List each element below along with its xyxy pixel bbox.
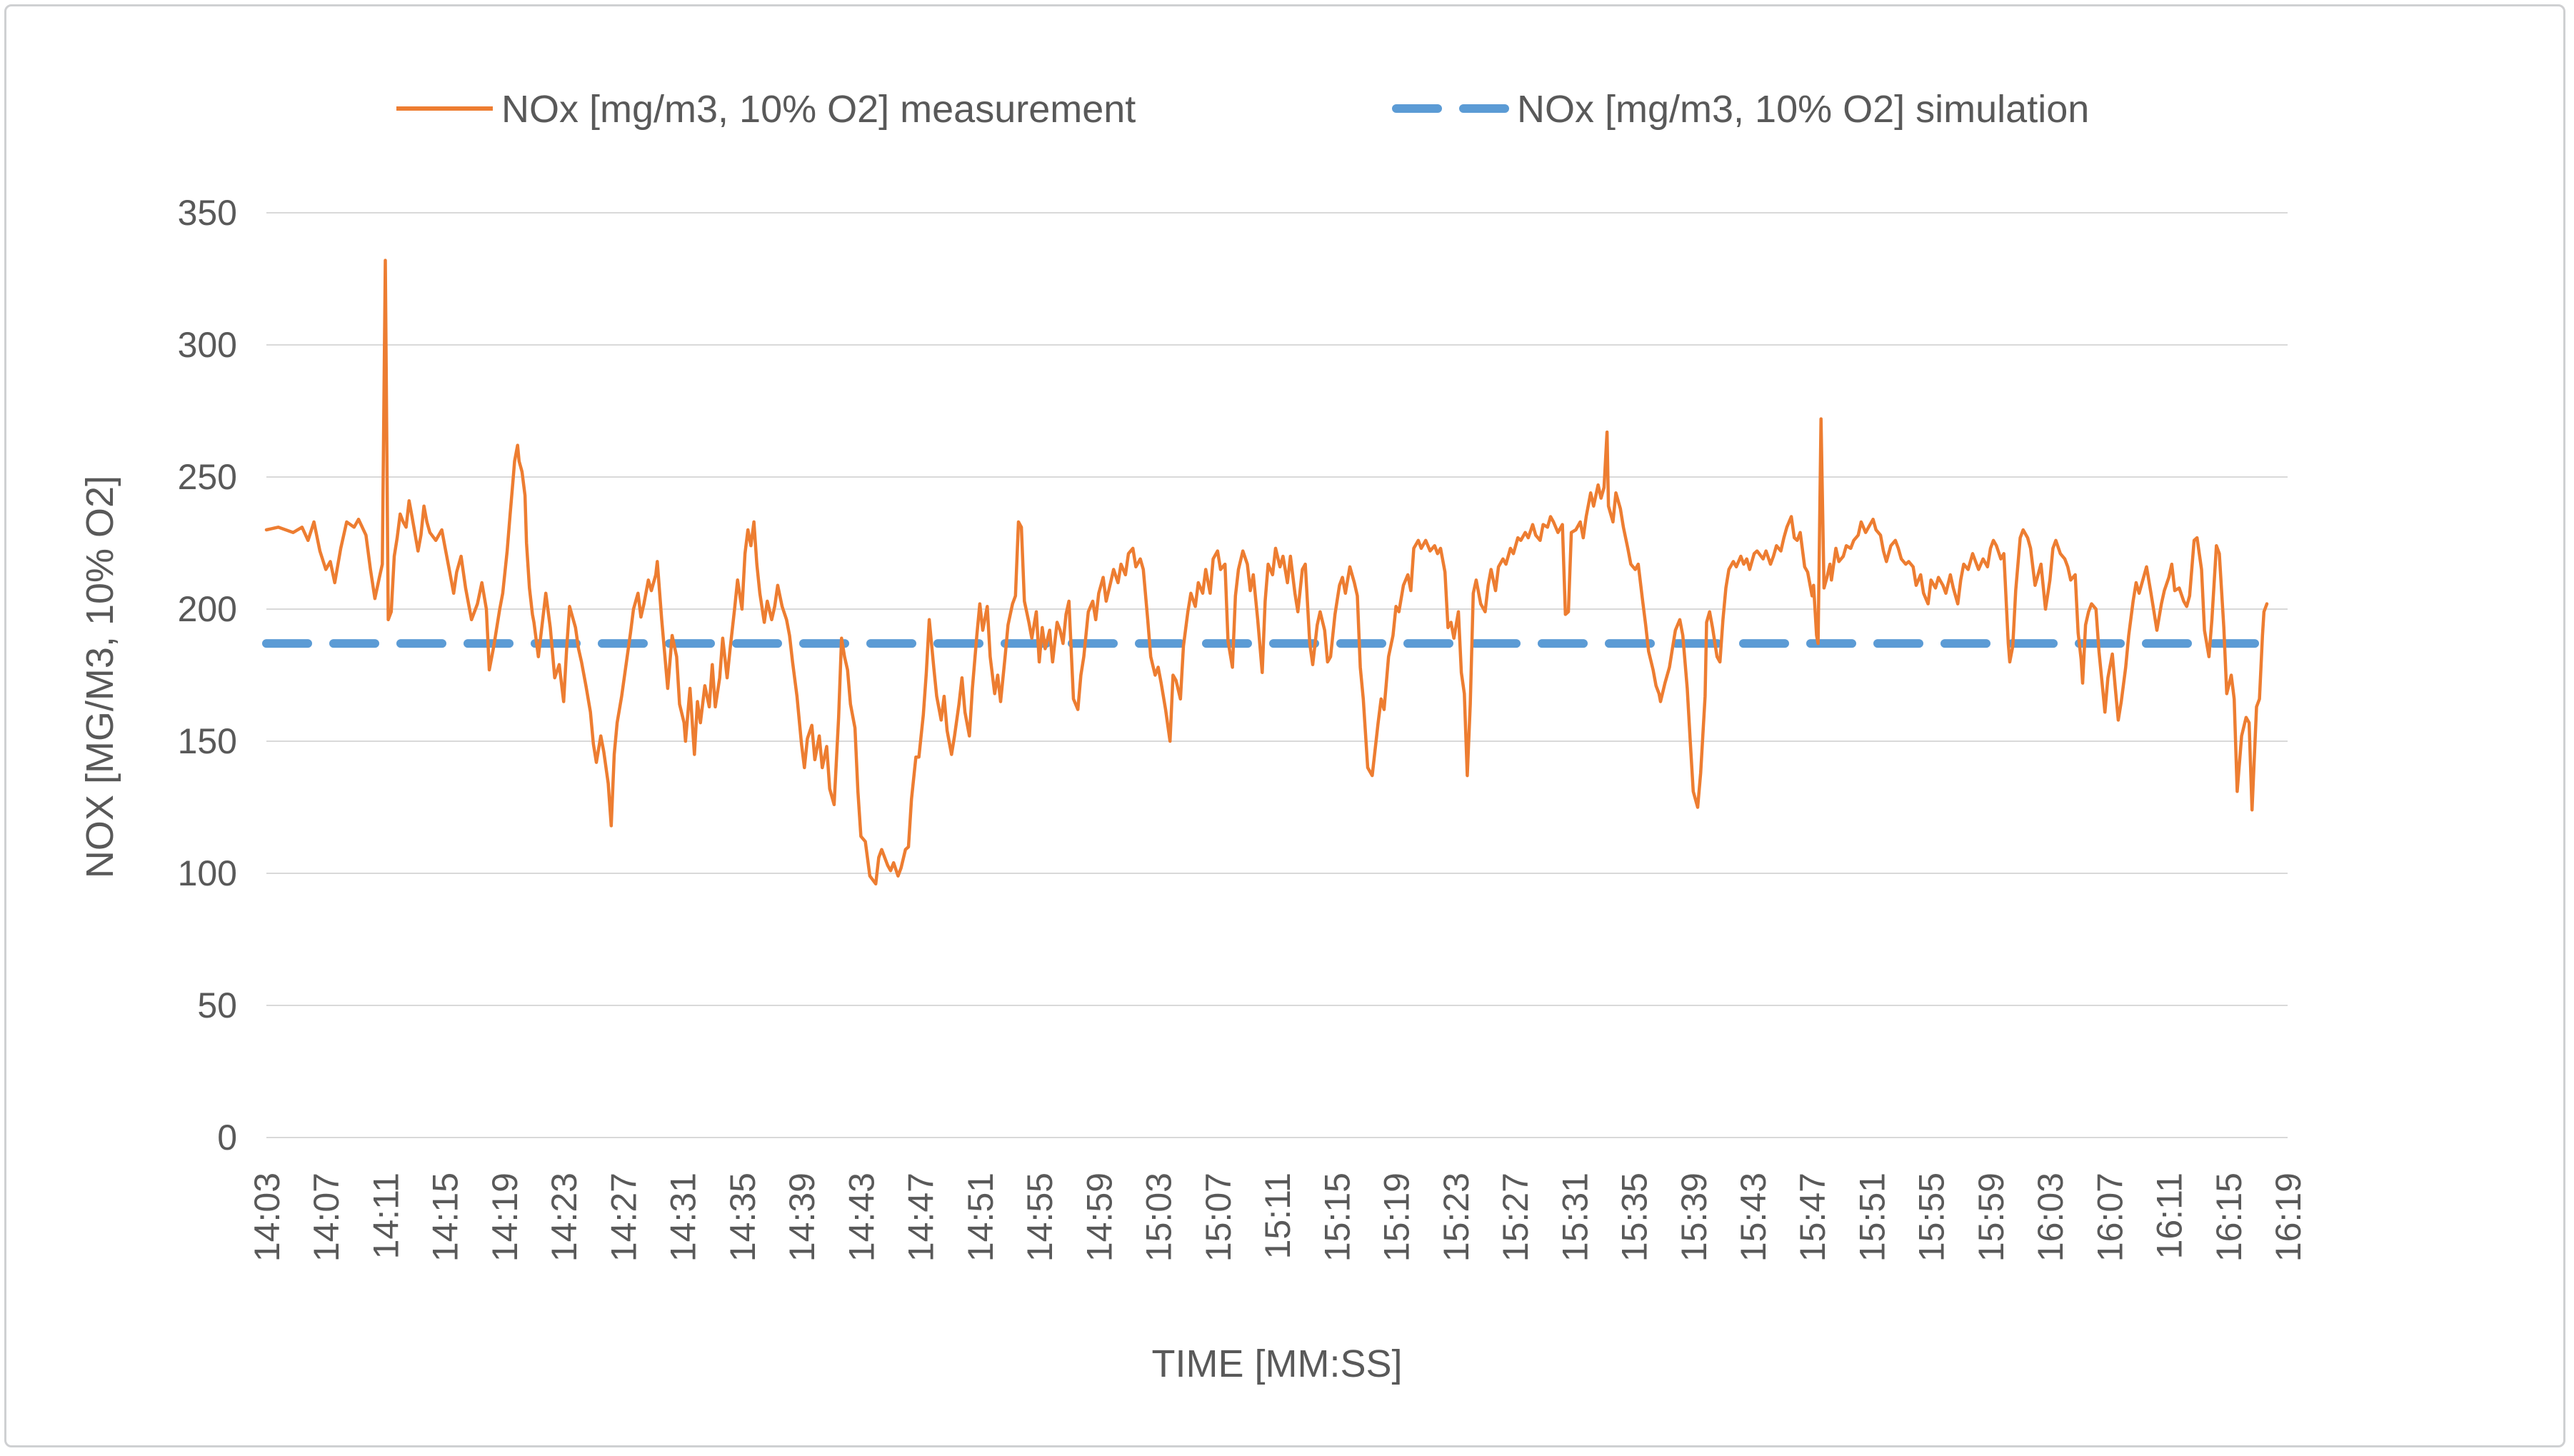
x-tick-label-15:31: 15:31 [1555, 1173, 1595, 1262]
plot-area [262, 258, 2271, 886]
x-axis-title: TIME [MM:SS] [1152, 1342, 1403, 1385]
x-tick-label-16:11: 16:11 [2150, 1173, 2190, 1259]
legend-simulation-label: NOx [mg/m3, 10% O2] simulation [1517, 88, 2089, 131]
x-tick-label-14:11: 14:11 [366, 1173, 406, 1259]
x-tick-label-15:47: 15:47 [1793, 1173, 1833, 1262]
y-tick-label-50: 50 [197, 985, 237, 1025]
x-tick-label-15:55: 15:55 [1912, 1173, 1952, 1262]
x-tick-label-15:59: 15:59 [1971, 1173, 2011, 1262]
x-tick-label-15:27: 15:27 [1496, 1173, 1536, 1262]
x-tick-label-14:59: 14:59 [1079, 1173, 1119, 1262]
x-tick-label-15:51: 15:51 [1852, 1173, 1892, 1262]
x-tick-label-14:27: 14:27 [604, 1173, 644, 1262]
x-tick-label-14:15: 14:15 [426, 1173, 466, 1262]
gridlines [266, 212, 2288, 1138]
x-tick-label-16:19: 16:19 [2268, 1173, 2308, 1262]
x-tick-label-14:35: 14:35 [723, 1173, 763, 1262]
x-tick-label-16:07: 16:07 [2090, 1173, 2130, 1262]
y-axis-title: NOX [MG/M3, 10% O2] [79, 476, 121, 878]
y-tick-label-350: 350 [178, 193, 237, 233]
x-axis-tick-labels: 14:03 14:07 14:11 14:15 14:19 14:23 14:27 14:31… [247, 1173, 2308, 1262]
y-axis-tick-labels: 0 50 100 150 200 250 300 350 [178, 193, 237, 1158]
legend: NOx [mg/m3, 10% O2] measurement NOx [mg/… [396, 88, 2089, 131]
y-tick-label-250: 250 [178, 457, 237, 497]
x-tick-label-15:35: 15:35 [1615, 1173, 1655, 1262]
x-tick-label-15:39: 15:39 [1674, 1173, 1714, 1262]
x-tick-label-14:47: 14:47 [901, 1173, 941, 1262]
x-tick-label-15:07: 15:07 [1198, 1173, 1238, 1262]
legend-measurement-label: NOx [mg/m3, 10% O2] measurement [501, 88, 1136, 131]
measurement-series-line [264, 258, 2269, 886]
chart-frame [4, 4, 2565, 1447]
x-tick-label-14:55: 14:55 [1020, 1173, 1060, 1262]
y-tick-label-200: 200 [178, 589, 237, 629]
x-tick-label-15:19: 15:19 [1377, 1173, 1417, 1262]
y-tick-label-300: 300 [178, 325, 237, 365]
x-tick-label-14:39: 14:39 [782, 1173, 822, 1262]
x-tick-label-14:19: 14:19 [485, 1173, 525, 1262]
x-tick-label-14:23: 14:23 [544, 1173, 584, 1262]
y-tick-label-150: 150 [178, 721, 237, 761]
x-tick-label-15:43: 15:43 [1733, 1173, 1773, 1262]
x-tick-label-14:03: 14:03 [247, 1173, 287, 1262]
x-tick-label-15:03: 15:03 [1139, 1173, 1179, 1262]
x-tick-label-14:31: 14:31 [663, 1173, 703, 1262]
y-tick-label-0: 0 [217, 1118, 237, 1158]
x-tick-label-14:43: 14:43 [841, 1173, 881, 1262]
x-tick-label-14:51: 14:51 [961, 1173, 1001, 1262]
x-tick-label-16:03: 16:03 [2030, 1173, 2070, 1262]
x-tick-label-16:15: 16:15 [2209, 1173, 2249, 1262]
x-tick-label-15:15: 15:15 [1317, 1173, 1357, 1262]
y-tick-label-100: 100 [178, 853, 237, 893]
x-tick-label-15:23: 15:23 [1436, 1173, 1476, 1262]
x-tick-label-14:07: 14:07 [306, 1173, 346, 1262]
x-tick-label-15:11: 15:11 [1258, 1173, 1298, 1259]
